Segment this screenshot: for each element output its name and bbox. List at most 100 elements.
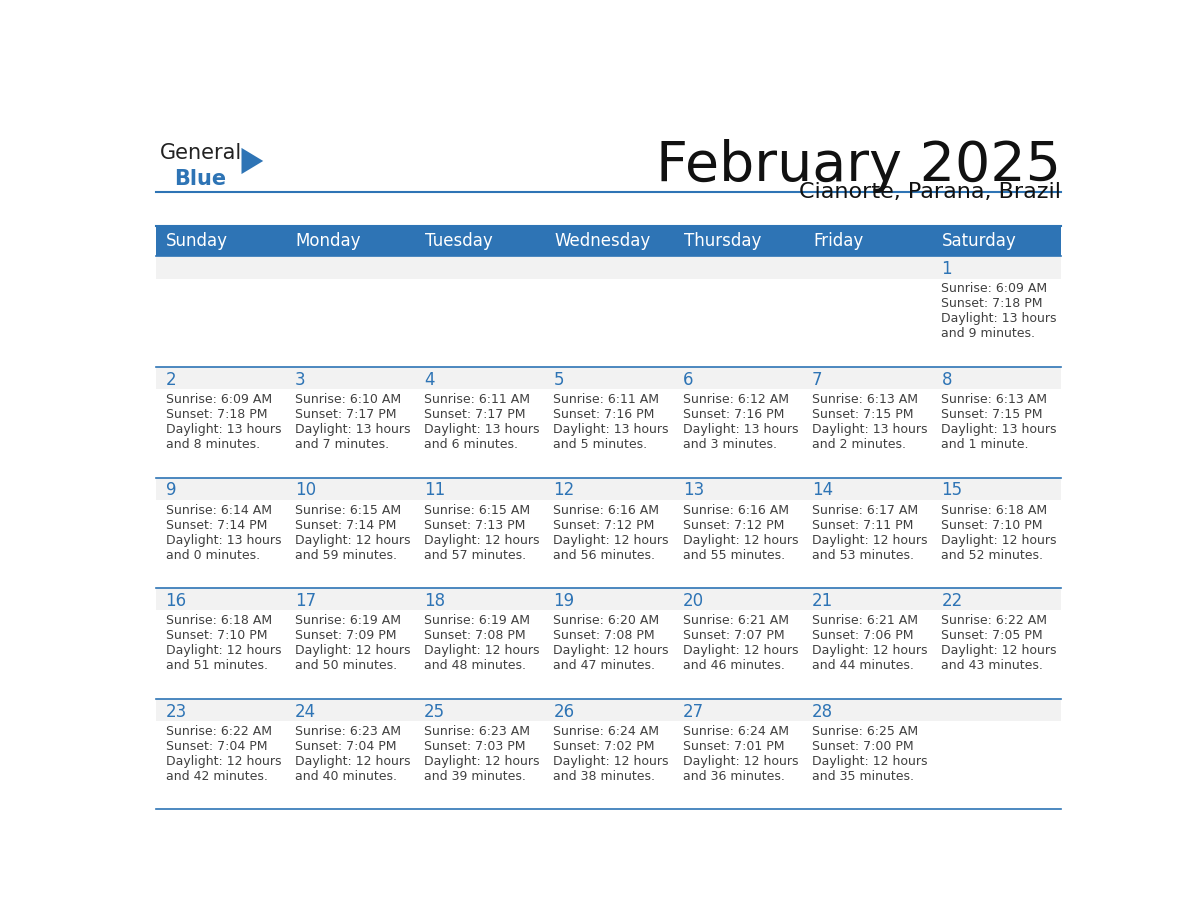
Text: Daylight: 12 hours: Daylight: 12 hours	[424, 533, 539, 546]
Text: Daylight: 13 hours: Daylight: 13 hours	[424, 423, 539, 436]
Text: 19: 19	[554, 592, 575, 610]
Text: Daylight: 12 hours: Daylight: 12 hours	[295, 533, 410, 546]
Text: Sunset: 7:12 PM: Sunset: 7:12 PM	[554, 519, 655, 532]
Text: Sunrise: 6:14 AM: Sunrise: 6:14 AM	[165, 504, 272, 517]
Text: and 47 minutes.: and 47 minutes.	[554, 659, 656, 672]
Text: Sunrise: 6:10 AM: Sunrise: 6:10 AM	[295, 393, 402, 406]
Text: 25: 25	[424, 702, 446, 721]
Text: Daylight: 12 hours: Daylight: 12 hours	[554, 644, 669, 657]
Text: Sunrise: 6:23 AM: Sunrise: 6:23 AM	[295, 724, 400, 738]
Bar	[157, 610, 1061, 699]
Text: Sunrise: 6:21 AM: Sunrise: 6:21 AM	[683, 614, 789, 627]
Text: Sunset: 7:13 PM: Sunset: 7:13 PM	[424, 519, 525, 532]
Text: Sunset: 7:18 PM: Sunset: 7:18 PM	[941, 297, 1043, 310]
Text: Sunrise: 6:24 AM: Sunrise: 6:24 AM	[554, 724, 659, 738]
Text: Daylight: 12 hours: Daylight: 12 hours	[554, 533, 669, 546]
Text: General: General	[160, 143, 242, 163]
Text: and 8 minutes.: and 8 minutes.	[165, 438, 260, 451]
Text: Sunrise: 6:11 AM: Sunrise: 6:11 AM	[554, 393, 659, 406]
Text: Friday: Friday	[813, 232, 864, 250]
Text: Sunset: 7:16 PM: Sunset: 7:16 PM	[683, 408, 784, 421]
Text: Sunrise: 6:25 AM: Sunrise: 6:25 AM	[813, 724, 918, 738]
Text: 3: 3	[295, 371, 305, 389]
Text: Sunset: 7:09 PM: Sunset: 7:09 PM	[295, 629, 397, 643]
Text: Daylight: 12 hours: Daylight: 12 hours	[813, 533, 928, 546]
Text: Wednesday: Wednesday	[555, 232, 651, 250]
Text: and 51 minutes.: and 51 minutes.	[165, 659, 267, 672]
Text: Sunrise: 6:16 AM: Sunrise: 6:16 AM	[554, 504, 659, 517]
Text: and 43 minutes.: and 43 minutes.	[941, 659, 1043, 672]
Text: 13: 13	[683, 481, 704, 499]
Text: Daylight: 12 hours: Daylight: 12 hours	[813, 755, 928, 767]
Text: and 44 minutes.: and 44 minutes.	[813, 659, 914, 672]
Text: Daylight: 12 hours: Daylight: 12 hours	[941, 533, 1057, 546]
Text: 8: 8	[941, 371, 952, 389]
Text: Daylight: 13 hours: Daylight: 13 hours	[554, 423, 669, 436]
Text: Sunset: 7:04 PM: Sunset: 7:04 PM	[165, 740, 267, 753]
Text: Sunrise: 6:22 AM: Sunrise: 6:22 AM	[941, 614, 1048, 627]
Text: 5: 5	[554, 371, 564, 389]
Text: 9: 9	[165, 481, 176, 499]
Text: Monday: Monday	[296, 232, 361, 250]
Text: 4: 4	[424, 371, 435, 389]
Text: 17: 17	[295, 592, 316, 610]
Text: Sunrise: 6:17 AM: Sunrise: 6:17 AM	[813, 504, 918, 517]
Text: Daylight: 12 hours: Daylight: 12 hours	[554, 755, 669, 767]
Text: Sunset: 7:07 PM: Sunset: 7:07 PM	[683, 629, 784, 643]
Text: 1: 1	[941, 261, 952, 278]
Text: Sunset: 7:12 PM: Sunset: 7:12 PM	[683, 519, 784, 532]
Text: Sunset: 7:00 PM: Sunset: 7:00 PM	[813, 740, 914, 753]
Text: and 52 minutes.: and 52 minutes.	[941, 549, 1043, 562]
Text: Daylight: 12 hours: Daylight: 12 hours	[683, 644, 798, 657]
Text: Sunset: 7:14 PM: Sunset: 7:14 PM	[295, 519, 397, 532]
Text: Sunset: 7:03 PM: Sunset: 7:03 PM	[424, 740, 525, 753]
Text: and 7 minutes.: and 7 minutes.	[295, 438, 388, 451]
Text: February 2025: February 2025	[657, 140, 1061, 194]
Text: Sunset: 7:10 PM: Sunset: 7:10 PM	[165, 629, 267, 643]
Text: Sunset: 7:05 PM: Sunset: 7:05 PM	[941, 629, 1043, 643]
Text: and 57 minutes.: and 57 minutes.	[424, 549, 526, 562]
Text: Sunrise: 6:20 AM: Sunrise: 6:20 AM	[554, 614, 659, 627]
Text: Sunset: 7:02 PM: Sunset: 7:02 PM	[554, 740, 655, 753]
Text: Daylight: 12 hours: Daylight: 12 hours	[424, 644, 539, 657]
Text: and 53 minutes.: and 53 minutes.	[813, 549, 914, 562]
Text: Daylight: 13 hours: Daylight: 13 hours	[813, 423, 928, 436]
Text: Sunrise: 6:16 AM: Sunrise: 6:16 AM	[683, 504, 789, 517]
Text: Daylight: 12 hours: Daylight: 12 hours	[424, 755, 539, 767]
Text: and 39 minutes.: and 39 minutes.	[424, 770, 526, 783]
Text: Sunrise: 6:21 AM: Sunrise: 6:21 AM	[813, 614, 918, 627]
Bar	[157, 226, 1061, 256]
Text: Daylight: 12 hours: Daylight: 12 hours	[295, 644, 410, 657]
Text: Daylight: 13 hours: Daylight: 13 hours	[165, 423, 282, 436]
Polygon shape	[241, 148, 264, 174]
Text: Sunrise: 6:19 AM: Sunrise: 6:19 AM	[424, 614, 530, 627]
Text: 10: 10	[295, 481, 316, 499]
Text: Sunrise: 6:23 AM: Sunrise: 6:23 AM	[424, 724, 530, 738]
Text: and 38 minutes.: and 38 minutes.	[554, 770, 656, 783]
Text: Sunset: 7:15 PM: Sunset: 7:15 PM	[941, 408, 1043, 421]
Text: 14: 14	[813, 481, 833, 499]
Bar	[157, 278, 1061, 367]
Text: and 40 minutes.: and 40 minutes.	[295, 770, 397, 783]
Text: Sunrise: 6:09 AM: Sunrise: 6:09 AM	[165, 393, 272, 406]
Text: and 56 minutes.: and 56 minutes.	[554, 549, 656, 562]
Text: 27: 27	[683, 702, 704, 721]
Text: Sunset: 7:06 PM: Sunset: 7:06 PM	[813, 629, 914, 643]
Text: and 46 minutes.: and 46 minutes.	[683, 659, 785, 672]
Text: Tuesday: Tuesday	[425, 232, 493, 250]
Text: Sunset: 7:18 PM: Sunset: 7:18 PM	[165, 408, 267, 421]
Text: Sunrise: 6:15 AM: Sunrise: 6:15 AM	[295, 504, 402, 517]
Text: Sunset: 7:15 PM: Sunset: 7:15 PM	[813, 408, 914, 421]
Text: Sunset: 7:17 PM: Sunset: 7:17 PM	[424, 408, 525, 421]
Bar	[157, 499, 1061, 588]
Text: Sunrise: 6:09 AM: Sunrise: 6:09 AM	[941, 283, 1048, 296]
Text: 22: 22	[941, 592, 962, 610]
Text: Thursday: Thursday	[683, 232, 762, 250]
Text: and 48 minutes.: and 48 minutes.	[424, 659, 526, 672]
Text: Sunset: 7:16 PM: Sunset: 7:16 PM	[554, 408, 655, 421]
Text: Daylight: 13 hours: Daylight: 13 hours	[683, 423, 798, 436]
Bar	[157, 256, 1061, 278]
Text: Sunset: 7:01 PM: Sunset: 7:01 PM	[683, 740, 784, 753]
Text: and 59 minutes.: and 59 minutes.	[295, 549, 397, 562]
Text: Sunset: 7:04 PM: Sunset: 7:04 PM	[295, 740, 397, 753]
